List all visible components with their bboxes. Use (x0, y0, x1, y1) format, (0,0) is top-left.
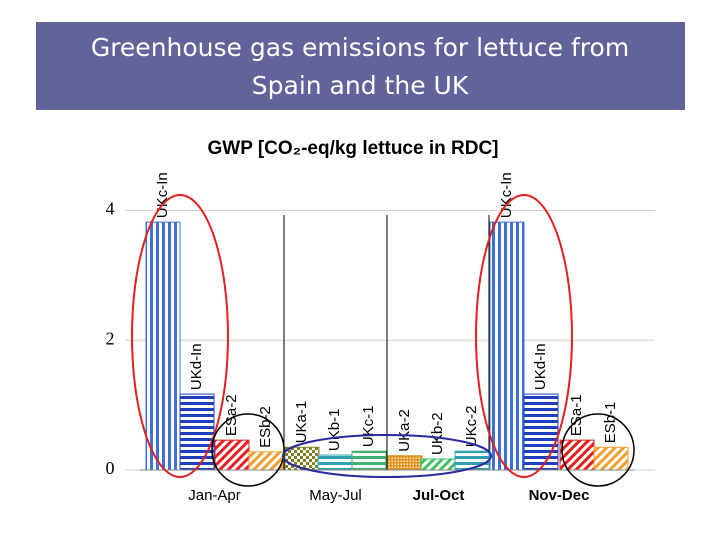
bar-label: UKc-1 (360, 405, 377, 447)
bar-label: UKc-In (498, 172, 515, 218)
y-tick-label: 2 (106, 328, 115, 348)
group-label: Nov-Dec (529, 487, 590, 504)
bar (489, 221, 525, 471)
bar-label: ESb-1 (602, 402, 619, 444)
bar-label: UKb-2 (429, 412, 446, 455)
bar (593, 446, 629, 471)
bar (248, 451, 284, 471)
title-box (36, 22, 685, 110)
bar (351, 450, 387, 471)
group-label: Jan-Apr (188, 487, 241, 504)
highlight-circle (561, 413, 635, 487)
bar-label: UKa-2 (396, 409, 413, 452)
bar-label: UKb-1 (326, 409, 343, 452)
highlight-circle (211, 413, 285, 487)
highlight-ellipse (475, 194, 573, 478)
slide-title: Spain and the UK (252, 71, 469, 100)
bar-label: ESa-2 (223, 394, 240, 436)
bar (179, 393, 215, 471)
chart-title: GWP [CO₂-eq/kg lettuce in RDC] (208, 138, 499, 159)
y-tick-label: 0 (106, 458, 115, 478)
bar (214, 439, 250, 471)
bar-label: UKc-2 (463, 405, 480, 447)
bar (284, 446, 320, 471)
bar-label: UKd-In (532, 343, 549, 390)
y-tick-label: 4 (106, 199, 115, 219)
bar-label: UKc-In (154, 172, 171, 218)
bar-label: ESb-2 (257, 406, 274, 448)
bar-label: UKd-In (188, 343, 205, 390)
bar (387, 455, 423, 471)
group-label: Jul-Oct (413, 487, 465, 504)
highlight-ellipse (282, 434, 492, 478)
slide-title: Greenhouse gas emissions for lettuce fro… (91, 33, 629, 62)
bar (523, 393, 559, 471)
bar (317, 454, 353, 471)
bar-label: UKa-1 (293, 401, 310, 444)
group-label: May-Jul (309, 487, 362, 504)
bar-label: ESa-1 (568, 394, 585, 436)
bar (145, 221, 181, 471)
bar (420, 458, 456, 471)
highlight-ellipse (131, 194, 229, 478)
